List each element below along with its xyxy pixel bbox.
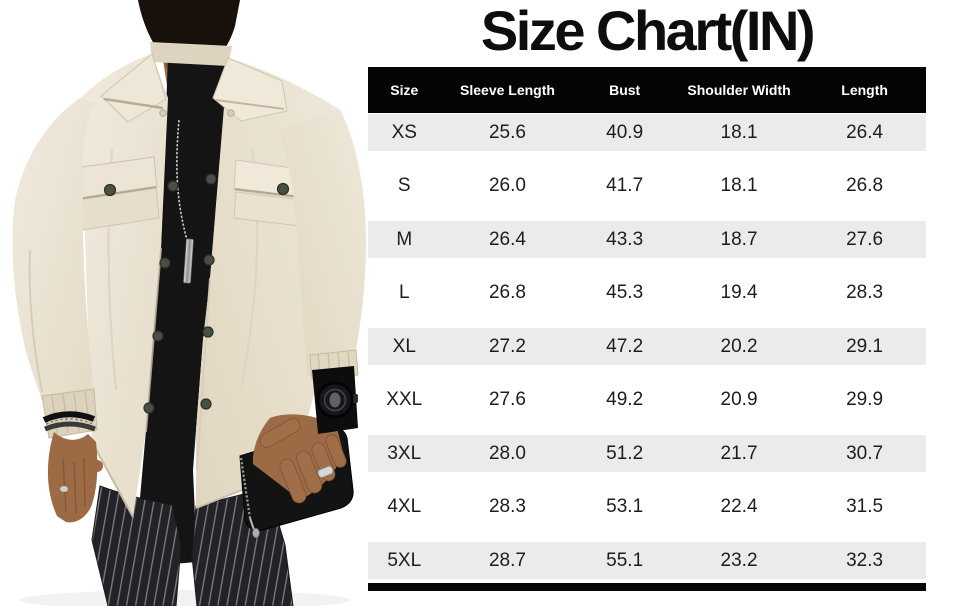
table-row: XXL 27.6 49.2 20.9 29.9 [368,367,926,433]
table-row: XS 25.6 40.9 18.1 26.4 [368,113,926,155]
necklace [176,119,194,284]
shoulder-width-cell: 18.7 [674,217,804,262]
bust-cell: 55.1 [574,538,675,583]
jacket-left-sleeve [12,98,95,400]
length-cell: 28.3 [803,260,926,326]
length-cell: 30.7 [803,431,926,476]
length-cell: 29.1 [803,324,926,369]
pocket-snap-button [276,182,290,196]
ring [60,486,68,492]
bust-cell: 51.2 [574,431,675,476]
bust-cell: 45.3 [574,260,675,326]
size-cell: XL [368,324,441,369]
table-bottom-rule [368,583,926,591]
table-row: 4XL 28.3 53.1 22.4 31.5 [368,474,926,540]
column-header-shoulder-width: Shoulder Width [674,67,804,114]
column-header-length: Length [803,67,926,114]
table-row: 3XL 28.0 51.2 21.7 30.7 [368,431,926,476]
table-row: M 26.4 43.3 18.7 27.6 [368,217,926,262]
sleeve-length-cell: 28.0 [440,431,575,476]
size-cell: 4XL [368,474,441,540]
size-cell: 3XL [368,431,441,476]
size-chart-panel: Size Chart(IN) Size Sleeve Length Bust S… [368,0,926,606]
bust-cell: 43.3 [574,217,675,262]
column-header-size: Size [368,67,441,114]
size-cell: 5XL [368,538,441,583]
length-cell: 26.8 [803,153,926,219]
sleeve-length-cell: 26.8 [440,260,575,326]
bracelets [42,411,96,432]
sleeve-length-cell: 27.6 [440,367,575,433]
table-row: S 26.0 41.7 18.1 26.8 [368,153,926,219]
size-chart-title: Size Chart(IN) [480,0,816,62]
bust-cell: 47.2 [574,324,675,369]
header-row: Size Sleeve Length Bust Shoulder Width L… [368,67,926,114]
bust-cell: 49.2 [574,367,675,433]
shoulder-width-cell: 19.4 [674,260,804,326]
bust-cell: 53.1 [574,474,675,540]
left-hand [47,432,103,523]
zipper-pull [252,528,260,539]
product-photo [0,0,368,606]
table-row: XL 27.2 47.2 20.2 29.1 [368,324,926,369]
size-cell: XS [368,113,441,155]
right-hand [252,414,347,504]
bust-cell: 40.9 [574,113,675,155]
pants [91,485,294,606]
column-header-bust: Bust [574,67,675,114]
length-cell: 26.4 [803,113,926,155]
tshirt [140,56,228,566]
size-cell: S [368,153,441,219]
size-cell: L [368,260,441,326]
jacket-collar [100,42,288,123]
size-table: Size Sleeve Length Bust Shoulder Width L… [368,67,926,583]
sleeve-length-cell: 28.7 [440,538,575,583]
length-cell: 32.3 [803,538,926,583]
shoulder-width-cell: 20.2 [674,324,804,369]
sleeve-length-cell: 26.0 [440,153,575,219]
ring [317,465,334,478]
shoulder-width-cell: 20.9 [674,367,804,433]
wristwatch [312,366,358,434]
shoulder-width-cell: 22.4 [674,474,804,540]
bust-cell: 41.7 [574,153,675,219]
length-cell: 31.5 [803,474,926,540]
size-cell: M [368,217,441,262]
table-row: 5XL 28.7 55.1 23.2 32.3 [368,538,926,583]
pocket-snap-button [103,183,117,197]
column-header-sleeve-length: Sleeve Length [440,67,575,114]
size-table-header: Size Sleeve Length Bust Shoulder Width L… [368,67,926,114]
sleeve-length-cell: 26.4 [440,217,575,262]
collar-snap [227,109,235,117]
shoulder-width-cell: 23.2 [674,538,804,583]
table-row: L 26.8 45.3 19.4 28.3 [368,260,926,326]
shoulder-width-cell: 18.1 [674,113,804,155]
shoulder-width-cell: 18.1 [674,153,804,219]
sleeve-length-cell: 27.2 [440,324,575,369]
collar-snap [159,109,167,117]
product-photo-illustration [0,0,368,606]
sleeve-length-cell: 28.3 [440,474,575,540]
chest-pocket-left [73,156,160,231]
length-cell: 29.9 [803,367,926,433]
size-cell: XXL [368,367,441,433]
sleeve-length-cell: 25.6 [440,113,575,155]
size-table-body: XS 25.6 40.9 18.1 26.4 S 26.0 41.7 18.1 26.8 M 26.4… [368,113,926,583]
length-cell: 27.6 [803,217,926,262]
placket-buttons [143,173,217,414]
shoulder-width-cell: 21.7 [674,431,804,476]
